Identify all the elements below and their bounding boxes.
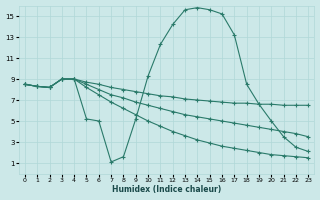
X-axis label: Humidex (Indice chaleur): Humidex (Indice chaleur) (112, 185, 221, 194)
